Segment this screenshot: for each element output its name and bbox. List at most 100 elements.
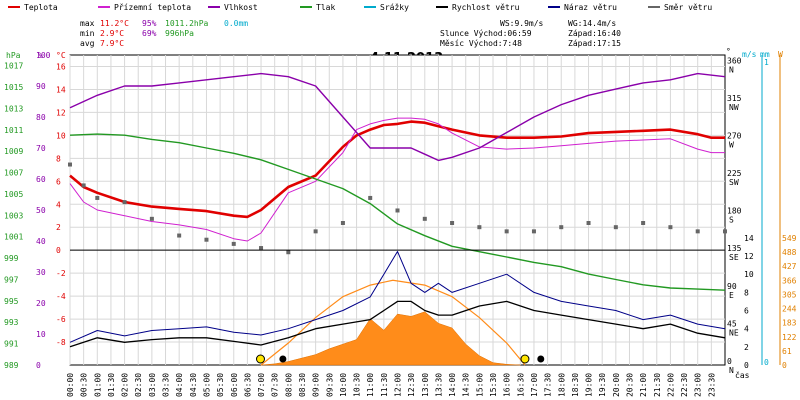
axis-x: 00:00 00:30 01:00 01:30 02:00 02:30 03:00 03:30… (66, 373, 716, 397)
time-tick: 07:00 (257, 373, 266, 397)
wind-direction-point (95, 195, 100, 200)
axis-right: 360N315NW270W225SW180S135SE90E45NE0N1412… (727, 55, 797, 375)
pct-tick: 90 (36, 82, 46, 91)
wind-direction-point (177, 233, 182, 238)
ms-tick: 4 (744, 325, 749, 334)
ms-tick: 2 (744, 343, 749, 352)
ms-tick: 6 (744, 307, 749, 316)
sun-markers (255, 354, 545, 364)
c-tick: -6 (56, 315, 66, 324)
pct-tick: 30 (36, 268, 46, 277)
time-tick: 23:00 (694, 373, 703, 397)
unit-hpa: hPa (6, 51, 21, 60)
pct-tick: 60 (36, 175, 46, 184)
time-tick: 15:00 (475, 373, 484, 397)
time-tick: 21:30 (653, 373, 662, 397)
time-tick: 21:00 (639, 373, 648, 397)
direction-name: S (729, 216, 734, 225)
time-tick: 20:30 (625, 373, 634, 397)
time-tick: 03:00 (148, 373, 157, 397)
direction-tick: 360 (727, 56, 742, 65)
info-wg: WG:14.4m/s (568, 19, 616, 28)
legend-srazky: Srážky (380, 3, 409, 12)
stat-avg-label: avg (80, 39, 95, 48)
direction-name: SE (729, 253, 739, 262)
time-tick: 14:30 (462, 373, 471, 397)
wind-direction-point (231, 241, 236, 246)
wind-direction-point (613, 225, 618, 230)
time-tick: 02:00 (121, 373, 130, 397)
wind-direction-point (477, 225, 482, 230)
stat-min-temp: 2.9°C (100, 29, 124, 38)
time-tick: 06:00 (230, 373, 239, 397)
legend: Teplota Přízemní teplota Vlhkost Tlak Sr… (8, 3, 712, 12)
wind-direction-point (450, 221, 455, 226)
series-lines (68, 72, 727, 348)
time-tick: 08:30 (298, 373, 307, 397)
wind-direction-point (149, 216, 154, 221)
ms-tick: 0 (744, 361, 749, 370)
time-tick: 12:30 (407, 373, 416, 397)
hpa-tick: 997 (4, 275, 19, 284)
sun-curve (260, 279, 526, 366)
wind-direction-point (695, 229, 700, 234)
info-sun-set: Západ:16:40 (568, 29, 621, 38)
time-tick: 15:30 (489, 373, 498, 397)
direction-name: N (729, 366, 734, 375)
time-tick: 09:00 (312, 373, 321, 397)
unit-c: °C (56, 51, 66, 60)
c-tick: 8 (56, 154, 61, 163)
time-tick: 08:00 (284, 373, 293, 397)
series-rychlost-v-tru (69, 300, 726, 348)
stats-block: max 11.2°C 95% 1011.2hPa 0.0mm min 2.9°C… (80, 19, 248, 48)
stat-avg-temp: 7.9°C (100, 39, 124, 48)
legend-naraz: Náraz větru (564, 3, 617, 12)
time-tick: 02:30 (134, 373, 143, 397)
mm-tick: 1 (764, 58, 769, 67)
wind-direction-point (559, 225, 564, 230)
hpa-tick: 1001 (4, 233, 23, 242)
hpa-tick: 1009 (4, 147, 23, 156)
hpa-tick: 991 (4, 340, 19, 349)
time-tick: 07:30 (271, 373, 280, 397)
wind-direction-point (122, 200, 127, 205)
time-tick: 19:30 (598, 373, 607, 397)
wind-direction-point (259, 246, 264, 251)
info-ws: WS:9.9m/s (500, 19, 544, 28)
c-tick: -4 (56, 292, 66, 301)
unit-w: W (778, 50, 783, 59)
c-tick: 4 (56, 200, 61, 209)
time-tick: 04:00 (175, 373, 184, 397)
info-sun: Slunce Východ:06:59 (440, 29, 532, 38)
hpa-tick: 1017 (4, 62, 23, 71)
time-tick: 05:00 (202, 373, 211, 397)
solar-radiation-area (261, 311, 521, 366)
ms-tick: 14 (744, 234, 754, 243)
x-axis-label: čas (735, 370, 750, 380)
unit-mm: mm (760, 50, 770, 59)
moonrise-marker (279, 355, 287, 363)
direction-tick: 315 (727, 94, 742, 103)
info-moon: Měsíc Východ:7:48 (440, 39, 522, 48)
direction-name: E (729, 291, 734, 300)
hpa-tick: 1007 (4, 169, 23, 178)
hpa-tick: 1013 (4, 104, 23, 113)
w-tick: 183 (782, 319, 797, 328)
time-tick: 09:30 (325, 373, 334, 397)
pct-tick: 0 (36, 361, 41, 370)
w-tick: 305 (782, 290, 797, 299)
legend-teplota: Teplota (24, 3, 58, 12)
wind-direction-point (68, 162, 72, 167)
stat-min-hum: 69% (142, 29, 157, 38)
stat-max-label: max (80, 19, 95, 28)
w-tick: 61 (782, 347, 792, 356)
time-tick: 01:00 (93, 373, 102, 397)
time-tick: 19:00 (585, 373, 594, 397)
time-tick: 06:30 (243, 373, 252, 397)
time-tick: 18:00 (557, 373, 566, 397)
c-tick: 0 (56, 246, 61, 255)
stat-min-press: 996hPa (165, 29, 194, 38)
time-tick: 10:00 (339, 373, 348, 397)
series-vlhkost (69, 72, 726, 162)
stat-min-label: min (80, 29, 95, 38)
